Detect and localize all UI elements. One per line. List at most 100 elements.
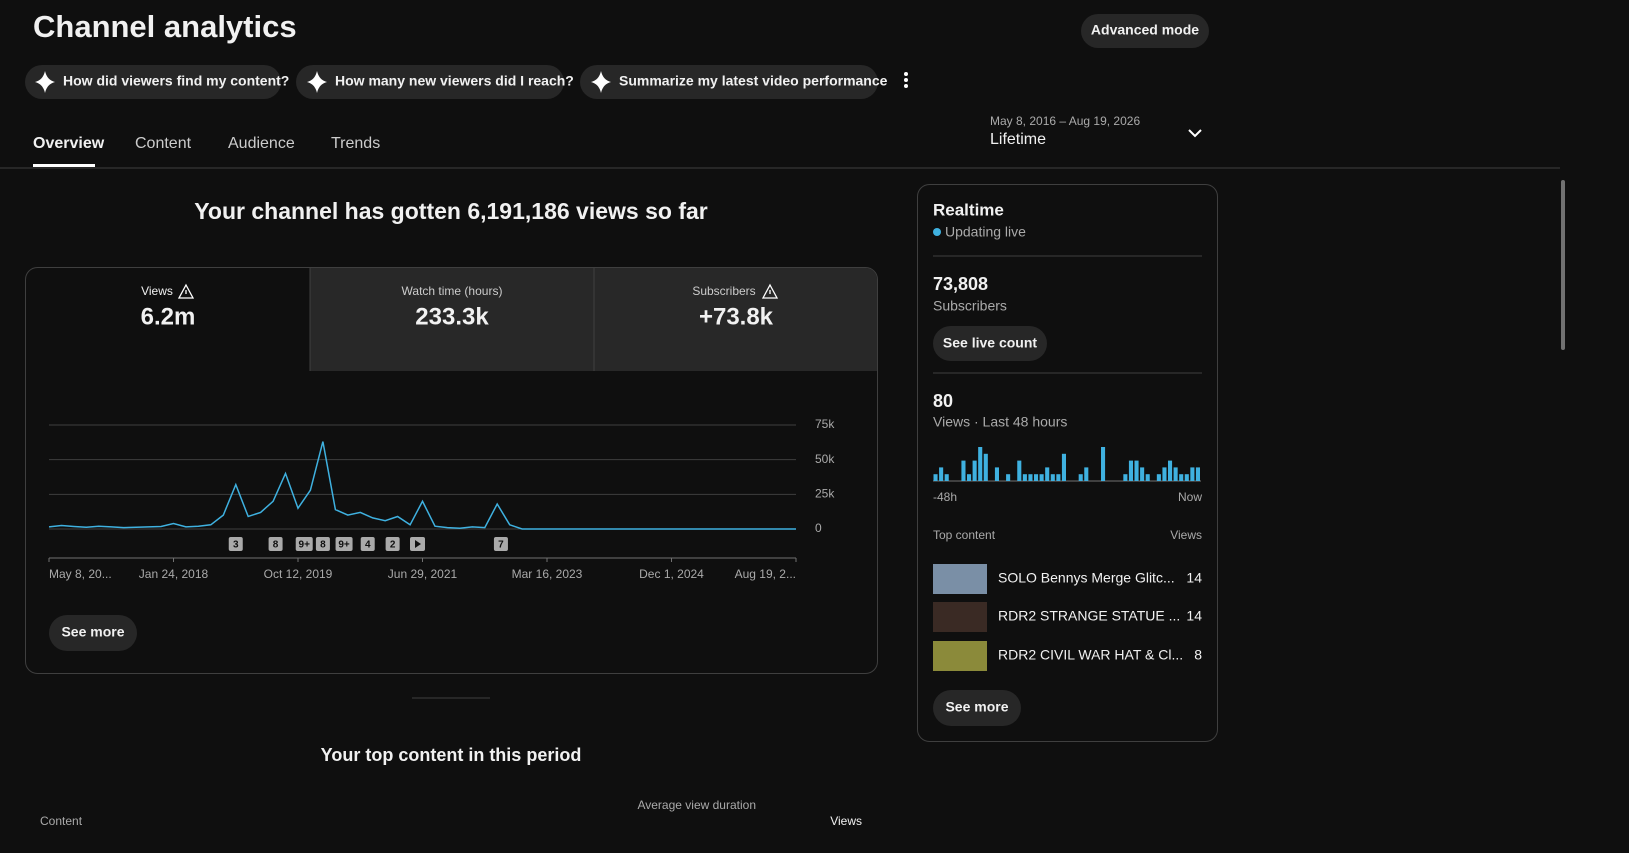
annotation-marker[interactable] [385, 537, 400, 551]
live-dot [933, 228, 941, 236]
bar [1039, 474, 1044, 481]
bar [1022, 474, 1027, 481]
chart-card [25, 267, 878, 674]
y-tick-label: 50k [815, 452, 835, 466]
realtime-card [917, 184, 1218, 742]
bar [1168, 460, 1173, 481]
bar [1184, 474, 1189, 481]
video-views: 14 [1186, 608, 1202, 624]
x-tick-label: Dec 1, 2024 [639, 567, 704, 581]
bar [1045, 467, 1050, 481]
section-title: Your top content in this period [321, 745, 582, 765]
video-views: 8 [1194, 647, 1202, 663]
column-header: Views [1170, 528, 1202, 542]
video-title[interactable]: RDR2 CIVIL WAR HAT & Cl... [998, 647, 1183, 663]
bar [1140, 467, 1145, 481]
bar [983, 453, 988, 481]
prompt-chip[interactable]: How many new viewers did I reach? [296, 65, 574, 99]
tab[interactable]: Trends [331, 135, 380, 152]
tab[interactable]: Overview [33, 135, 105, 152]
bar [1101, 447, 1106, 481]
chip-label: How many new viewers did I reach? [335, 73, 574, 89]
bar [933, 474, 938, 481]
annotation-label: 7 [498, 540, 504, 551]
column-header: Content [40, 814, 83, 828]
annotation-marker[interactable] [295, 537, 313, 551]
x-tick-label: Aug 19, 2... [735, 567, 796, 581]
date-picker[interactable]: May 8, 2016 – Aug 19, 2026 Lifetime [990, 114, 1202, 148]
button-label: See live count [943, 335, 1037, 351]
bar [1078, 474, 1083, 481]
bar [961, 460, 966, 481]
video-title[interactable]: RDR2 STRANGE STATUE ... [998, 608, 1180, 624]
more-button[interactable] [904, 72, 908, 88]
metric-value: 6.2m [141, 303, 196, 330]
tab[interactable]: Audience [228, 135, 295, 152]
annotation-label: 9+ [299, 540, 311, 551]
bar [1156, 474, 1161, 481]
scrollbar[interactable] [1561, 180, 1565, 350]
bar [1034, 474, 1039, 481]
annotation-marker[interactable] [335, 537, 353, 551]
annotation-marker[interactable] [228, 537, 243, 551]
bar [1195, 467, 1200, 481]
prompt-chip[interactable]: Summarize my latest video performance [580, 65, 888, 99]
prompt-chip[interactable]: How did viewers find my content? [25, 65, 289, 99]
video-title[interactable]: SOLO Bennys Merge Glitc... [998, 570, 1175, 586]
see-more-button[interactable]: See more [49, 615, 137, 651]
subscriber-label: Subscribers [933, 298, 1007, 314]
date-label: Lifetime [990, 131, 1046, 148]
annotation-marker[interactable] [493, 537, 508, 551]
date-range: May 8, 2016 – Aug 19, 2026 [990, 114, 1140, 128]
bar [1084, 467, 1089, 481]
column-header: Views [830, 814, 862, 828]
tab-indicator [33, 164, 95, 167]
annotation-label: 3 [233, 540, 239, 551]
bar [1028, 474, 1033, 481]
bar [1162, 467, 1167, 481]
advanced-mode-button[interactable]: Advanced mode [1081, 14, 1209, 48]
y-tick-label: 75k [815, 417, 835, 431]
x-tick-label: Oct 12, 2019 [264, 567, 333, 581]
x-tick-label: Now [1178, 490, 1202, 504]
x-tick-label: Jan 24, 2018 [139, 567, 209, 581]
bar [978, 447, 983, 481]
bar [1056, 474, 1061, 481]
bar [1179, 474, 1184, 481]
bar [1134, 460, 1139, 481]
chip-label: How did viewers find my content? [63, 73, 289, 89]
annotation-label: 4 [365, 540, 371, 551]
bar [1017, 460, 1022, 481]
annotation-label: 9+ [338, 540, 350, 551]
subscriber-count: 73,808 [933, 274, 988, 294]
bar [1145, 474, 1150, 481]
annotation-label: 2 [390, 540, 396, 551]
chip-label: Summarize my latest video performance [619, 73, 888, 89]
realtime-title: Realtime [933, 200, 1004, 219]
bar [1128, 460, 1133, 481]
views-count: 80 [933, 391, 953, 411]
bar [944, 474, 949, 481]
warning-icon [761, 283, 779, 299]
play-marker[interactable] [410, 537, 425, 551]
x-tick-label: Jun 29, 2021 [388, 567, 458, 581]
annotation-marker[interactable] [315, 537, 330, 551]
bar [1123, 474, 1128, 481]
metric-name: Watch time (hours) [402, 284, 503, 298]
annotation-marker[interactable] [360, 537, 375, 551]
bar [1050, 474, 1055, 481]
annotation-marker[interactable] [268, 537, 283, 551]
y-tick-label: 25k [815, 487, 835, 501]
bar [1173, 467, 1178, 481]
thumbnail [933, 641, 987, 671]
bar [994, 467, 999, 481]
bar [972, 460, 977, 481]
bar [967, 474, 972, 481]
see-live-button[interactable]: See live count [933, 326, 1047, 361]
headline: Your channel has gotten 6,191,186 views … [194, 198, 707, 224]
x-tick-label: May 8, 20... [49, 567, 112, 581]
tab[interactable]: Content [135, 135, 192, 152]
see-more-button[interactable]: See more [933, 690, 1021, 726]
